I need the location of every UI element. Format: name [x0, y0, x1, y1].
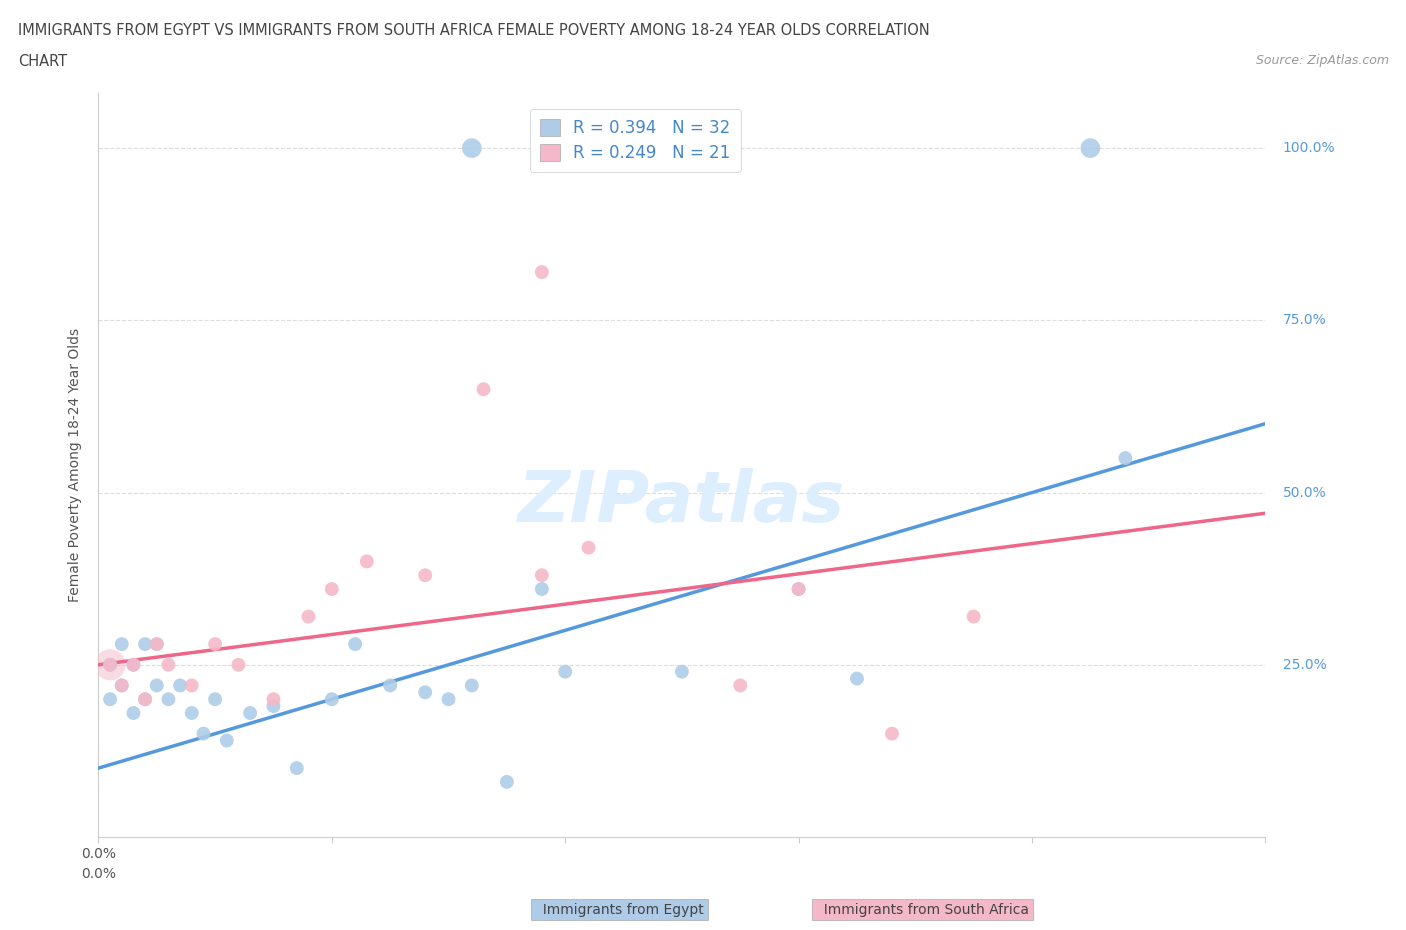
Point: [111, 637, 134, 652]
Point: [461, 140, 484, 155]
Point: [98, 692, 121, 707]
Text: 50.0%: 50.0%: [1282, 485, 1327, 499]
Point: [495, 775, 517, 790]
Point: [98, 658, 121, 672]
Text: 0.0%: 0.0%: [82, 867, 115, 881]
Point: [356, 554, 378, 569]
Point: [285, 761, 308, 776]
Text: Source: ZipAtlas.com: Source: ZipAtlas.com: [1256, 54, 1389, 67]
Point: [787, 581, 810, 596]
Point: [530, 568, 553, 583]
Point: [146, 678, 169, 693]
Point: [134, 692, 156, 707]
Point: [215, 733, 238, 748]
Point: [845, 671, 868, 686]
Point: [262, 692, 284, 707]
Point: [122, 658, 145, 672]
Point: [472, 382, 495, 397]
Point: [193, 726, 215, 741]
Point: [204, 692, 226, 707]
Point: [146, 637, 169, 652]
Point: [530, 581, 553, 596]
Point: [461, 678, 484, 693]
Point: [378, 678, 402, 693]
Point: [413, 568, 436, 583]
Text: 75.0%: 75.0%: [1282, 313, 1327, 327]
Point: [98, 658, 121, 672]
Text: 100.0%: 100.0%: [1282, 141, 1336, 155]
Point: [1114, 451, 1136, 466]
Point: [98, 658, 121, 672]
Point: [344, 637, 367, 652]
Point: [530, 265, 553, 280]
Point: [321, 692, 343, 707]
Point: [157, 658, 180, 672]
Point: [262, 698, 284, 713]
Point: [437, 692, 460, 707]
Point: [122, 658, 145, 672]
Legend: R = 0.394   N = 32, R = 0.249   N = 21: R = 0.394 N = 32, R = 0.249 N = 21: [530, 109, 741, 172]
Point: [169, 678, 191, 693]
Point: [728, 678, 751, 693]
Point: [413, 684, 436, 699]
Point: [204, 637, 226, 652]
Text: CHART: CHART: [18, 54, 67, 69]
Point: [228, 658, 250, 672]
Text: IMMIGRANTS FROM EGYPT VS IMMIGRANTS FROM SOUTH AFRICA FEMALE POVERTY AMONG 18-24: IMMIGRANTS FROM EGYPT VS IMMIGRANTS FROM…: [18, 23, 929, 38]
Point: [180, 706, 202, 721]
Point: [554, 664, 576, 679]
Point: [111, 678, 134, 693]
Point: [787, 581, 810, 596]
Point: [671, 664, 693, 679]
Point: [134, 637, 156, 652]
Point: [180, 678, 202, 693]
Point: [297, 609, 319, 624]
Point: [157, 692, 180, 707]
Point: [134, 692, 156, 707]
Point: [1080, 140, 1102, 155]
Text: Immigrants from South Africa: Immigrants from South Africa: [815, 902, 1029, 917]
Point: [146, 637, 169, 652]
Point: [880, 726, 903, 741]
Text: ZIPatlas: ZIPatlas: [519, 468, 845, 537]
Text: 25.0%: 25.0%: [1282, 658, 1327, 671]
Text: Immigrants from Egypt: Immigrants from Egypt: [534, 902, 704, 917]
Point: [962, 609, 984, 624]
Y-axis label: Female Poverty Among 18-24 Year Olds: Female Poverty Among 18-24 Year Olds: [69, 328, 83, 602]
Point: [111, 678, 134, 693]
Point: [321, 581, 343, 596]
Point: [122, 706, 145, 721]
Point: [239, 706, 262, 721]
Point: [578, 540, 600, 555]
